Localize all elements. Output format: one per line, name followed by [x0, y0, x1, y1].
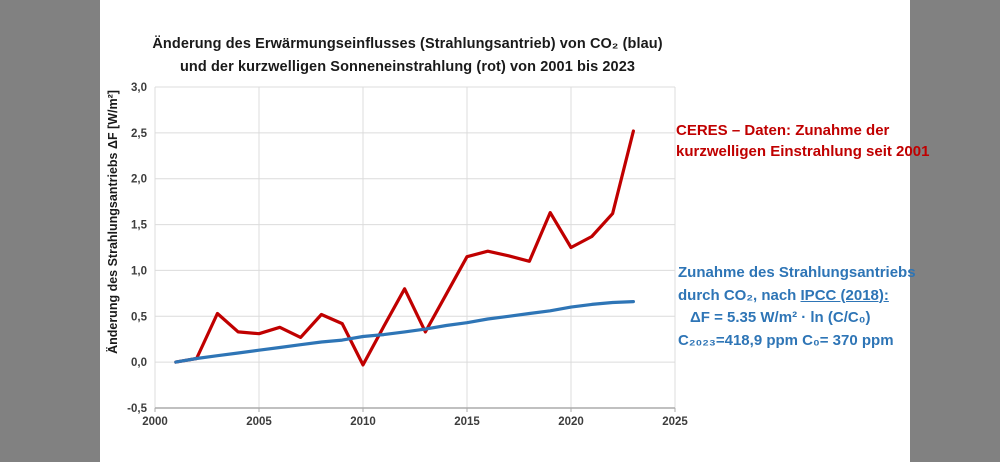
x-tick-label: 2010 [350, 416, 376, 428]
annotation-co2: Zunahme des Strahlungsantriebs durch CO₂… [678, 262, 916, 352]
ipcc-reference: IPCC (2018): [800, 286, 889, 304]
x-tick-label: 2005 [246, 416, 272, 428]
ceres-series-line [174, 129, 636, 367]
annotation-ceres: CERES – Daten: Zunahme der kurzwelligen … [676, 120, 929, 162]
annotation-co2-line4: C₂₀₂₃=418,9 ppm C₀= 370 ppm [678, 331, 894, 349]
x-tick-label: 2000 [142, 416, 168, 428]
y-tick-label: 0,5 [131, 311, 148, 323]
y-tick-label: 1,5 [131, 220, 148, 232]
y-tick-label: 0,0 [131, 357, 147, 369]
right-gray-band [910, 0, 1000, 462]
annotation-ceres-line2: kurzwelligen Einstrahlung seit 2001 [676, 143, 930, 160]
chart-title: Änderung des Erwärmungseinflusses (Strah… [150, 33, 665, 79]
y-tick-label: 2,5 [131, 128, 148, 140]
annotation-co2-line1: Zunahme des Strahlungsantriebs [678, 264, 916, 281]
chart-title-line1: Änderung des Erwärmungseinflusses (Strah… [152, 36, 663, 52]
x-tick-label: 2020 [558, 416, 584, 428]
y-tick-label: 2,0 [131, 174, 147, 186]
chart-title-line2: und der kurzwelligen Sonneneinstrahlung … [179, 59, 636, 75]
x-tick-label: 2025 [662, 416, 688, 428]
annotation-co2-formula: ΔF = 5.35 W/m² · ln (C/C₀) [690, 309, 871, 326]
co2-series-line [174, 300, 636, 364]
y-tick-label: 3,0 [131, 82, 147, 94]
annotation-co2-line2: durch CO₂, nach IPCC (2018): [678, 286, 889, 304]
x-tick-label: 2015 [454, 416, 480, 428]
y-tick-label: 1,0 [131, 265, 147, 277]
y-tick-label: -0,5 [127, 403, 147, 415]
left-gray-band [0, 0, 100, 462]
annotation-ceres-line1: CERES – Daten: Zunahme der [676, 122, 890, 139]
